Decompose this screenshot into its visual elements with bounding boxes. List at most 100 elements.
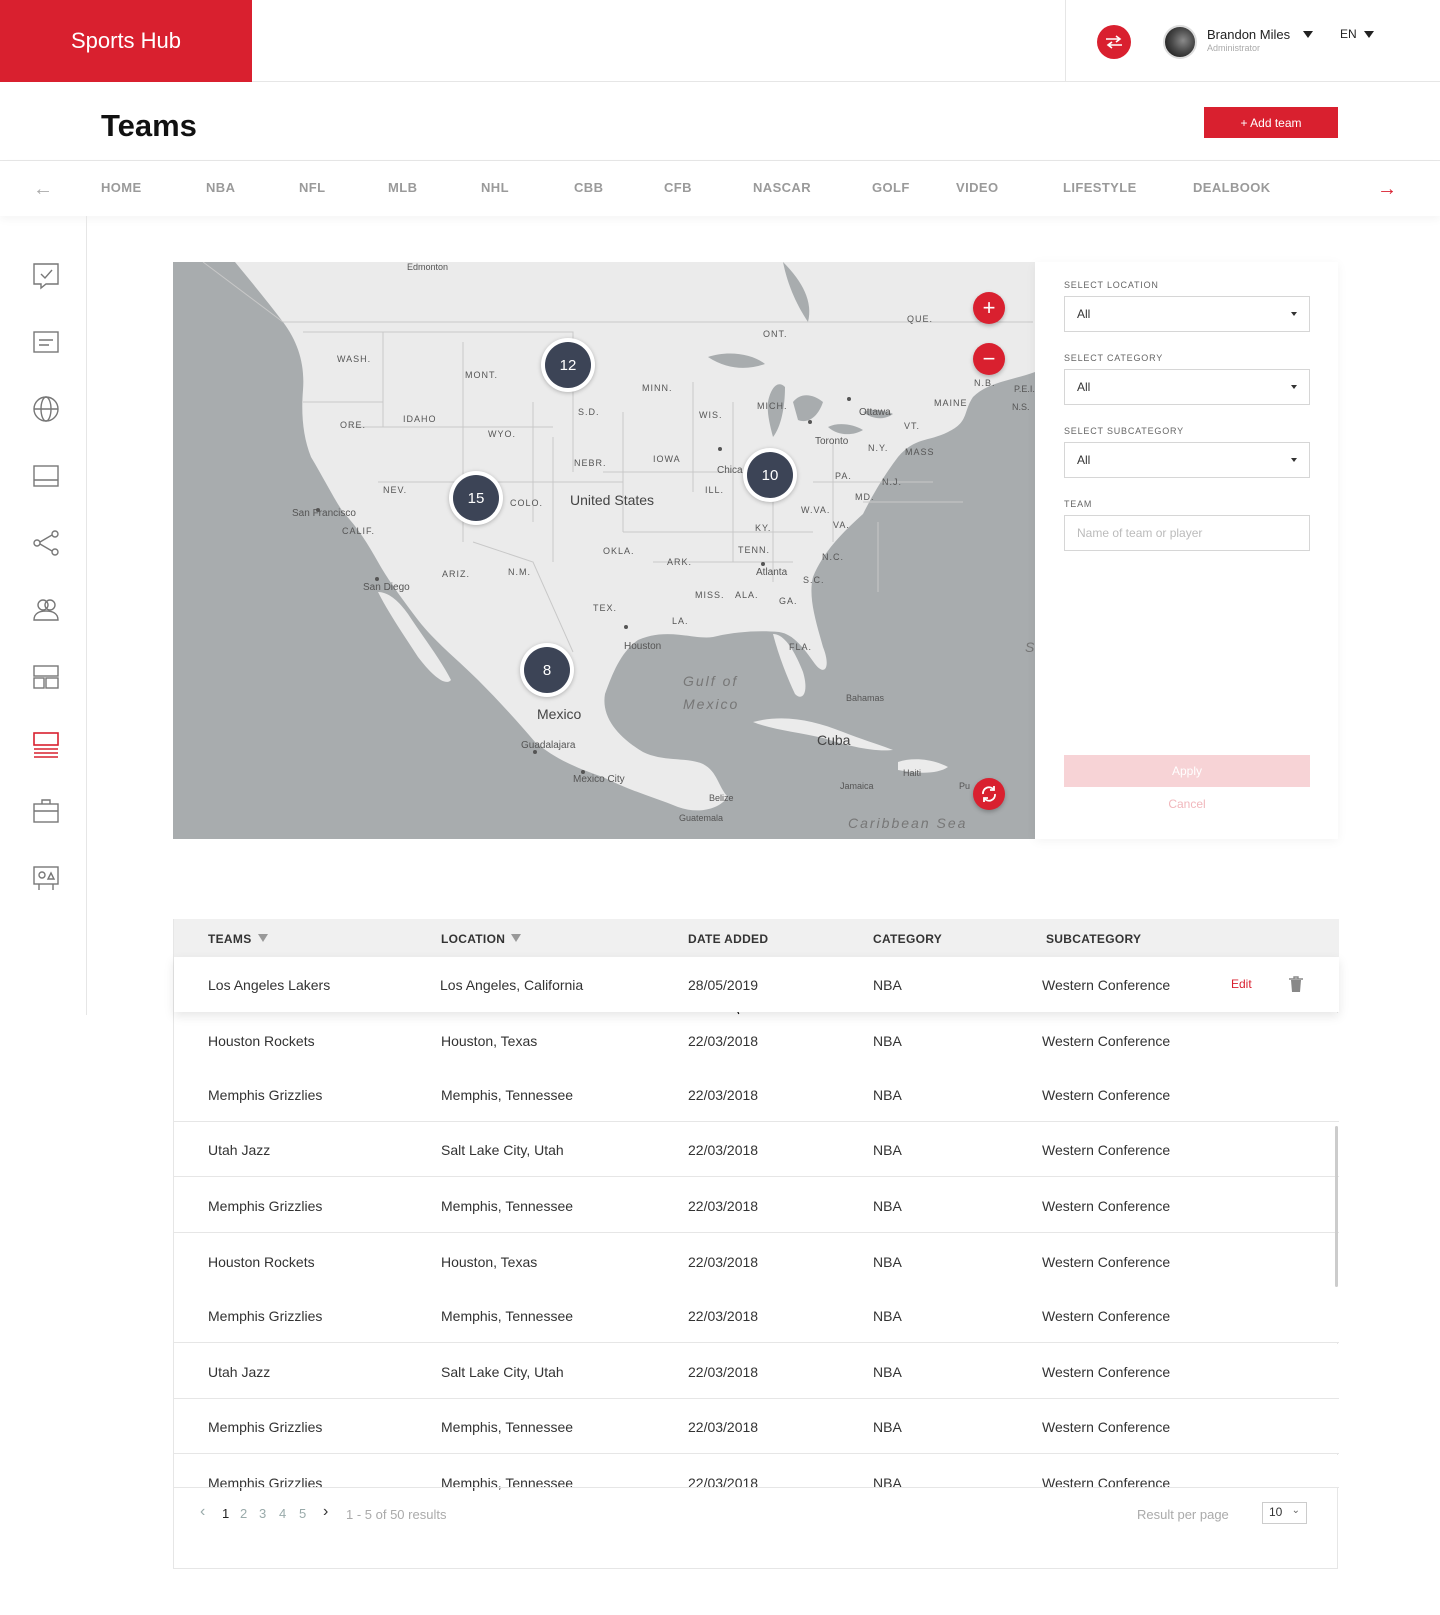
user-name[interactable]: Brandon Miles bbox=[1207, 27, 1291, 42]
filter-panel: SELECT LOCATION All SELECT CATEGORY All … bbox=[1035, 262, 1338, 839]
map-label-nj: N.J. bbox=[882, 477, 903, 487]
map-label-houston: Houston bbox=[624, 641, 662, 652]
caret-down-icon bbox=[1291, 312, 1297, 316]
cluster-count: 12 bbox=[545, 342, 591, 388]
map-label-chicago: Chica bbox=[717, 465, 743, 476]
user-menu-caret-icon[interactable] bbox=[1303, 31, 1313, 38]
table-row[interactable]: Memphis Grizzlies Memphis, Tennessee 22/… bbox=[174, 1399, 1339, 1454]
map-label-minn: MINN. bbox=[642, 383, 673, 393]
nav-item-cfb[interactable]: CFB bbox=[664, 180, 692, 195]
page-link[interactable]: 1 bbox=[222, 1506, 230, 1521]
results-per-page-select[interactable]: 10 ⌄ bbox=[1262, 1502, 1307, 1524]
map-label-ill: ILL. bbox=[705, 485, 725, 495]
add-team-button[interactable]: + Add team bbox=[1204, 107, 1338, 138]
cell-category: NBA bbox=[873, 1364, 902, 1380]
page-link[interactable]: 2 bbox=[240, 1506, 248, 1521]
cell-subcategory: Western Conference bbox=[1042, 1087, 1171, 1103]
team-search-input[interactable] bbox=[1064, 515, 1310, 551]
hudson-bay-edge bbox=[783, 262, 810, 322]
list-icon[interactable] bbox=[32, 730, 60, 758]
page-link[interactable]: 4 bbox=[279, 1506, 287, 1521]
nav-item-golf[interactable]: GOLF bbox=[872, 180, 910, 195]
zoom-out-button[interactable]: − bbox=[973, 343, 1005, 375]
briefcase-icon[interactable] bbox=[32, 797, 60, 825]
cell-subcategory: Western Conference bbox=[1042, 1142, 1171, 1158]
table-row[interactable]: Houston Rockets Houston, Texas 22/03/201… bbox=[174, 1013, 1339, 1068]
cell-subcategory: Western Conference bbox=[1042, 1033, 1171, 1049]
user-avatar[interactable] bbox=[1163, 25, 1197, 59]
prev-page-chevron-icon[interactable]: ‹ bbox=[200, 1503, 206, 1520]
nav-item-nhl[interactable]: NHL bbox=[481, 180, 509, 195]
subcategory-select[interactable]: All bbox=[1064, 442, 1310, 478]
trash-icon[interactable] bbox=[1289, 976, 1303, 992]
zoom-in-button[interactable]: + bbox=[973, 292, 1005, 324]
filter-icon[interactable] bbox=[511, 934, 522, 942]
table-row[interactable]: Utah Jazz Salt Lake City, Utah 22/03/201… bbox=[174, 1122, 1339, 1177]
map-label-mexico-city: Mexico City bbox=[573, 774, 625, 785]
table-scrollbar[interactable] bbox=[1335, 1126, 1338, 1287]
next-page-chevron-icon[interactable]: › bbox=[323, 1503, 329, 1520]
nav-next-arrow-icon[interactable]: → bbox=[1377, 178, 1397, 200]
map-label-wis: WIS. bbox=[699, 410, 723, 420]
table-row[interactable]: Houston Rockets Houston, Texas 22/03/201… bbox=[174, 1234, 1339, 1289]
page-link[interactable]: 5 bbox=[299, 1506, 307, 1521]
cell-location: Houston, Texas bbox=[441, 1033, 538, 1049]
map-label-jamaica: Jamaica bbox=[840, 781, 874, 791]
nav-item-nba[interactable]: NBA bbox=[206, 180, 236, 195]
team-label: TEAM bbox=[1064, 499, 1093, 509]
cancel-button[interactable]: Cancel bbox=[1168, 797, 1206, 811]
cell-location: Los Angeles, California bbox=[440, 977, 584, 993]
checklist-icon[interactable] bbox=[32, 262, 60, 290]
column-header-location[interactable]: LOCATION bbox=[441, 932, 522, 946]
globe-icon[interactable] bbox=[32, 395, 60, 423]
table-row[interactable]: Memphis Grizzlies Memphis, Tennessee 22/… bbox=[174, 1288, 1339, 1343]
map-cluster-marker[interactable]: 10 bbox=[743, 448, 797, 502]
brand-logo[interactable]: Sports Hub bbox=[0, 0, 252, 82]
nav-prev-arrow-icon[interactable]: ← bbox=[33, 178, 53, 200]
map-label-gulf-of: Gulf of bbox=[683, 673, 739, 689]
nav-item-nfl[interactable]: NFL bbox=[299, 180, 326, 195]
nav-item-video[interactable]: VIDEO bbox=[956, 180, 999, 195]
language-selector[interactable]: EN bbox=[1340, 27, 1357, 41]
table-row[interactable]: Los Angeles Lakers Los Angeles, Californ… bbox=[174, 957, 1339, 1012]
cell-team: Houston Rockets bbox=[208, 1254, 315, 1270]
nav-item-mlb[interactable]: MLB bbox=[388, 180, 418, 195]
teams-map[interactable]: Edmonton WASH. MONT. ORE. IDAHO WYO. NEV… bbox=[173, 262, 1035, 839]
north-america-landmass bbox=[173, 262, 1035, 811]
column-header-teams[interactable]: TEAMS bbox=[208, 932, 268, 946]
apply-button[interactable]: Apply bbox=[1064, 755, 1310, 787]
language-caret-icon[interactable] bbox=[1364, 31, 1374, 38]
page-link[interactable]: 3 bbox=[259, 1506, 267, 1521]
category-label: SELECT CATEGORY bbox=[1064, 353, 1164, 363]
nav-item-dealbook[interactable]: DEALBOOK bbox=[1193, 180, 1271, 195]
grid-icon[interactable] bbox=[32, 663, 60, 691]
map-cluster-marker[interactable]: 15 bbox=[449, 471, 503, 525]
users-icon[interactable] bbox=[32, 596, 60, 624]
nav-item-lifestyle[interactable]: LIFESTYLE bbox=[1063, 180, 1137, 195]
map-label-ore: ORE. bbox=[340, 420, 367, 430]
nav-item-cbb[interactable]: CBB bbox=[574, 180, 604, 195]
brand-name: Sports Hub bbox=[70, 28, 182, 53]
document-icon[interactable] bbox=[32, 328, 60, 356]
table-row[interactable]: Memphis Grizzlies Memphis, Tennessee 22/… bbox=[174, 1178, 1339, 1233]
cell-subcategory: Western Conference bbox=[1042, 1198, 1171, 1214]
nav-item-home[interactable]: HOME bbox=[101, 180, 142, 195]
share-icon[interactable] bbox=[32, 529, 60, 557]
table-row[interactable]: Utah Jazz Salt Lake City, Utah 22/03/201… bbox=[174, 1344, 1339, 1399]
map-refresh-button[interactable] bbox=[973, 778, 1005, 810]
column-header-category: CATEGORY bbox=[873, 932, 943, 946]
cell-subcategory: Western Conference bbox=[1042, 977, 1171, 993]
table-row[interactable]: Memphis Grizzlies Memphis, Tennessee 22/… bbox=[174, 1455, 1339, 1491]
nav-item-nascar[interactable]: NASCAR bbox=[753, 180, 812, 195]
switch-view-button[interactable] bbox=[1097, 25, 1131, 59]
filter-icon[interactable] bbox=[257, 934, 268, 942]
map-label-miss: MISS. bbox=[695, 590, 725, 600]
location-select[interactable]: All bbox=[1064, 296, 1310, 332]
map-cluster-marker[interactable]: 12 bbox=[541, 338, 595, 392]
layout-icon[interactable] bbox=[32, 462, 60, 490]
map-cluster-marker[interactable]: 8 bbox=[520, 643, 574, 697]
category-select[interactable]: All bbox=[1064, 369, 1310, 405]
edit-link[interactable]: Edit bbox=[1231, 977, 1252, 991]
presentation-icon[interactable] bbox=[32, 864, 60, 892]
table-row[interactable]: Memphis Grizzlies Memphis, Tennessee 22/… bbox=[174, 1067, 1339, 1122]
